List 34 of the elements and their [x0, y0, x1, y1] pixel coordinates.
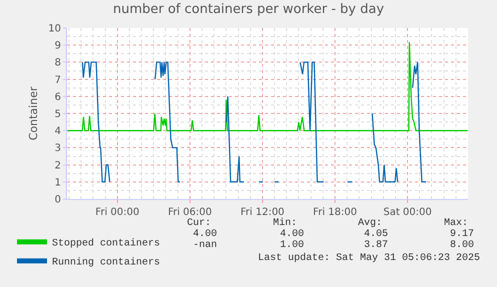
y-tick-label: 5	[54, 109, 61, 120]
text: Last update: Sat May 31 05:06:23 2025	[258, 252, 480, 264]
x-tick-label: Fri 18:00	[313, 207, 357, 218]
y-tick-label: 10	[48, 24, 61, 34]
legend-label: Stopped containers	[52, 238, 160, 250]
x-tick-label: Fri 00:00	[95, 207, 140, 218]
text: 1.00	[280, 240, 304, 251]
y-tick-label: 2	[54, 160, 61, 172]
chart-title: number of containers per worker - by day	[112, 2, 384, 18]
y-tick-label: 6	[54, 92, 61, 103]
y-tick-label: 4	[54, 126, 61, 138]
line-series	[67, 42, 468, 132]
text: -nan	[193, 240, 218, 251]
y-tick-label: 8	[54, 58, 61, 69]
x-tick-label: Sat 00:00	[383, 207, 432, 218]
text: 3.87	[364, 240, 388, 251]
y-tick-label: 7	[54, 74, 61, 86]
text: 4.00	[193, 229, 218, 240]
text: 4.05	[364, 229, 388, 240]
legend-label: Running containers	[52, 256, 160, 269]
text: 9.17	[450, 229, 474, 240]
text: Avg:	[358, 218, 382, 229]
y-axis-title: Container	[26, 86, 40, 140]
y-tick-label: 3	[54, 143, 61, 154]
y-tick-label: 1	[54, 177, 61, 188]
text: Cur:	[187, 218, 212, 229]
text: Max:	[444, 218, 468, 229]
text: 4.00	[280, 229, 304, 240]
x-tick-label: Fri 06:00	[168, 207, 212, 218]
y-tick-label: 0	[54, 194, 61, 206]
text: 8.00	[450, 240, 474, 251]
y-tick-label: 9	[54, 40, 61, 52]
text: Min:	[273, 217, 298, 229]
x-tick-label: Fri 12:00	[240, 207, 284, 218]
